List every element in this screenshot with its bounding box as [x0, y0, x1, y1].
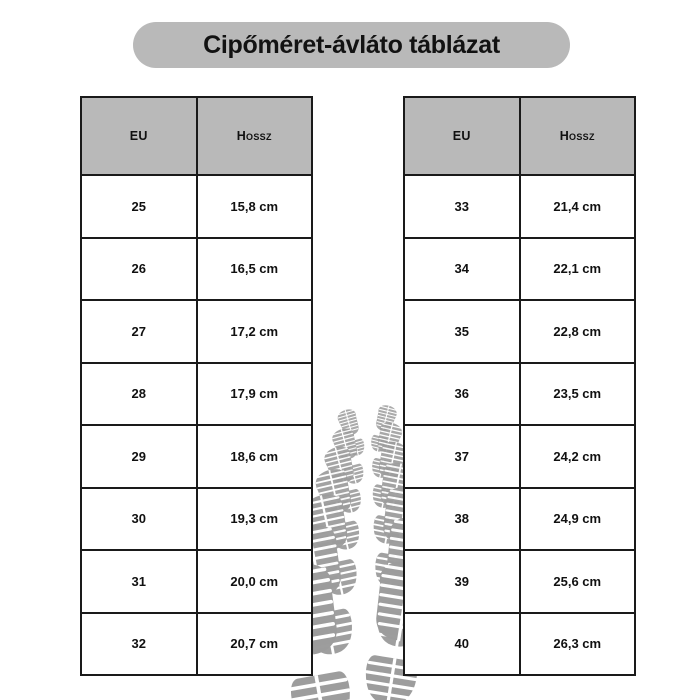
table-row: 35 22,8 cm [403, 299, 636, 364]
table-row: 32 20,7 cm [80, 611, 313, 676]
cell-eu: 38 [403, 486, 521, 551]
cell-eu: 32 [80, 611, 198, 676]
cell-length: 22,8 cm [518, 299, 636, 364]
cell-length: 22,1 cm [518, 236, 636, 301]
footprint-2 [368, 403, 399, 454]
cell-eu: 40 [403, 611, 521, 676]
cell-eu: 28 [80, 361, 198, 426]
footprint-5 [322, 444, 365, 517]
cell-length: 17,2 cm [195, 299, 313, 364]
cell-length: 26,3 cm [518, 611, 636, 676]
size-table-right-wrapper: EU Hossz 33 21,4 cm 34 22,1 cm 35 22,8 c… [403, 96, 636, 676]
table-row: 33 21,4 cm [403, 174, 636, 239]
column-header-eu: EU [80, 96, 198, 176]
cell-length: 21,4 cm [518, 174, 636, 239]
column-header-hossz: Hossz [518, 96, 636, 176]
cell-eu: 31 [80, 549, 198, 614]
cell-length: 24,2 cm [518, 424, 636, 489]
table-row: 30 19,3 cm [80, 486, 313, 551]
cell-length: 19,3 cm [195, 486, 313, 551]
size-table-left: EU Hossz 25 15,8 cm 26 16,5 cm 27 17,2 c… [80, 96, 313, 676]
footprint-3 [330, 426, 367, 487]
table-row: 40 26,3 cm [403, 611, 636, 676]
table-header-row: EU Hossz [80, 96, 313, 176]
cell-length: 20,7 cm [195, 611, 313, 676]
cell-length: 24,9 cm [518, 486, 636, 551]
column-header-eu: EU [403, 96, 521, 176]
table-row: 26 16,5 cm [80, 236, 313, 301]
cell-eu: 30 [80, 486, 198, 551]
column-header-hossz: Hossz [195, 96, 313, 176]
table-row: 31 20,0 cm [80, 549, 313, 614]
table-row: 36 23,5 cm [403, 361, 636, 426]
page-title: Cipőméret-ávláto táblázat [203, 30, 500, 59]
cell-length: 20,0 cm [195, 549, 313, 614]
cell-eu: 34 [403, 236, 521, 301]
size-table-right: EU Hossz 33 21,4 cm 34 22,1 cm 35 22,8 c… [403, 96, 636, 676]
cell-eu: 26 [80, 236, 198, 301]
table-row: 37 24,2 cm [403, 424, 636, 489]
footprint-7 [313, 466, 364, 554]
table-row: 27 17,2 cm [80, 299, 313, 364]
table-row: 25 15,8 cm [80, 174, 313, 239]
size-table-left-wrapper: EU Hossz 25 15,8 cm 26 16,5 cm 27 17,2 c… [80, 96, 313, 676]
cell-length: 25,6 cm [518, 549, 636, 614]
cell-eu: 27 [80, 299, 198, 364]
cell-length: 23,5 cm [518, 361, 636, 426]
cell-length: 17,9 cm [195, 361, 313, 426]
footprint-4 [369, 420, 404, 481]
cell-eu: 25 [80, 174, 198, 239]
cell-eu: 36 [403, 361, 521, 426]
cell-eu: 29 [80, 424, 198, 489]
cell-eu: 35 [403, 299, 521, 364]
table-row: 39 25,6 cm [403, 549, 636, 614]
footprint-1 [335, 407, 368, 459]
cell-eu: 39 [403, 549, 521, 614]
cell-eu: 33 [403, 174, 521, 239]
table-row: 28 17,9 cm [80, 361, 313, 426]
table-row: 34 22,1 cm [403, 236, 636, 301]
table-row: 38 24,9 cm [403, 486, 636, 551]
table-row: 29 18,6 cm [80, 424, 313, 489]
cell-length: 15,8 cm [195, 174, 313, 239]
cell-length: 18,6 cm [195, 424, 313, 489]
table-header-row: EU Hossz [403, 96, 636, 176]
cell-eu: 37 [403, 424, 521, 489]
cell-length: 16,5 cm [195, 236, 313, 301]
page-title-pill: Cipőméret-ávláto táblázat [133, 22, 570, 68]
